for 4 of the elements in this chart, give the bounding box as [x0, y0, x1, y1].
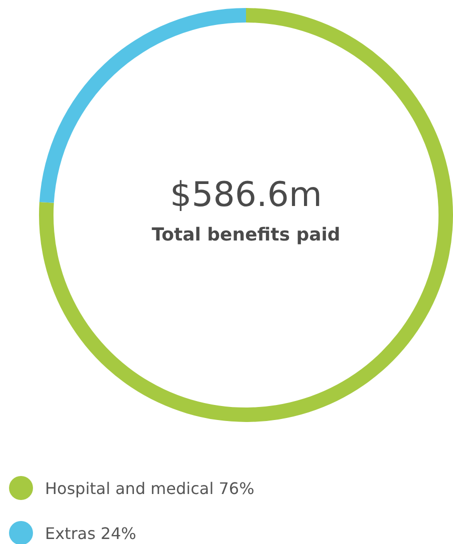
text: $586.6m: [170, 174, 322, 215]
legend-label: Hospital and medical 76%: [45, 478, 254, 498]
legend-label: Extras 24%: [45, 524, 136, 542]
text: Total benefits paid: [152, 224, 340, 246]
